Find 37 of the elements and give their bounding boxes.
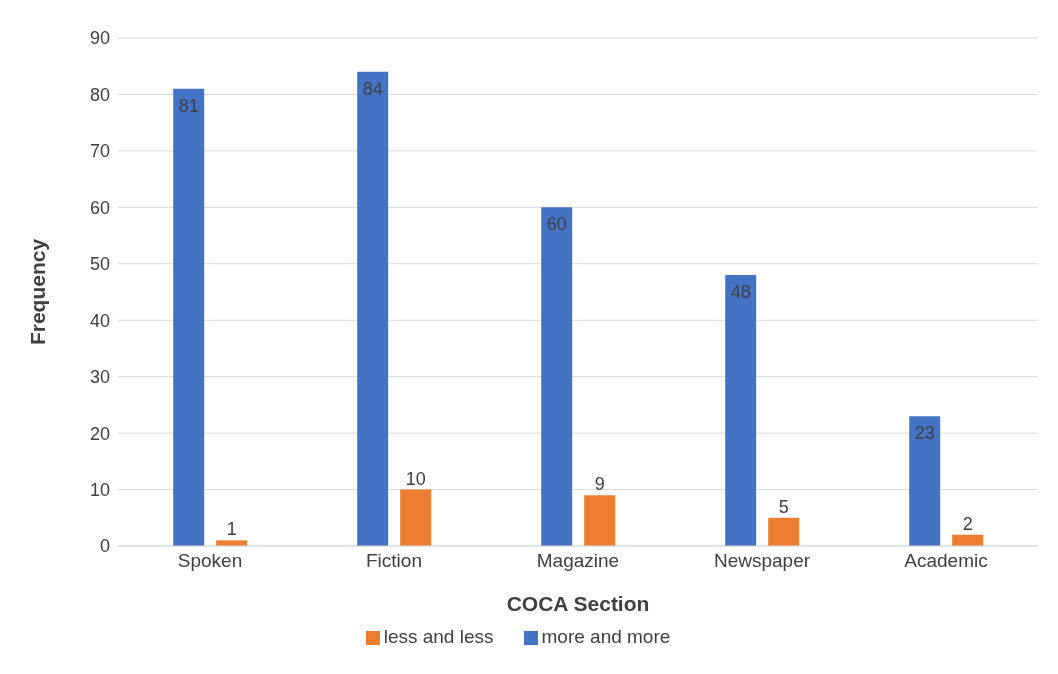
- bar: [357, 71, 389, 546]
- data-label: 2: [962, 513, 973, 534]
- data-label: 84: [362, 78, 383, 99]
- x-tick-label: Academic: [904, 550, 988, 572]
- y-tick-label: 70: [89, 141, 110, 162]
- y-tick-label: 90: [89, 28, 110, 49]
- x-tick-label: Newspaper: [713, 550, 811, 572]
- x-axis-title: COCA Section: [506, 592, 650, 615]
- data-label: 60: [546, 214, 567, 235]
- data-label: 9: [594, 474, 605, 495]
- legend-label: less and less: [383, 626, 494, 647]
- bar: [768, 517, 800, 546]
- y-tick-label: 10: [89, 479, 110, 500]
- bar: [584, 495, 616, 546]
- y-tick-label: 40: [89, 310, 110, 331]
- bar: [541, 207, 573, 546]
- x-tick-label: Fiction: [366, 550, 422, 572]
- x-tick-label: Magazine: [536, 550, 620, 572]
- x-tick-label: Spoken: [177, 550, 243, 572]
- data-label: 48: [730, 281, 751, 302]
- bar: [725, 275, 757, 546]
- bar: [400, 489, 432, 546]
- y-tick-label: 60: [89, 197, 110, 218]
- y-tick-label: 50: [89, 254, 110, 275]
- y-tick-label: 20: [89, 423, 110, 444]
- bar: [909, 416, 941, 546]
- legend-label: more and more: [541, 626, 671, 647]
- y-tick-label: 80: [89, 84, 110, 105]
- bar: [173, 88, 205, 546]
- data-label: 81: [178, 95, 199, 116]
- y-tick-label: 0: [99, 536, 110, 557]
- y-axis-title: Frequency: [26, 238, 50, 346]
- data-label: 5: [778, 496, 789, 517]
- data-label: 1: [226, 519, 237, 540]
- data-label: 10: [405, 468, 426, 489]
- y-tick-label: 30: [89, 367, 110, 388]
- data-label: 23: [914, 422, 935, 443]
